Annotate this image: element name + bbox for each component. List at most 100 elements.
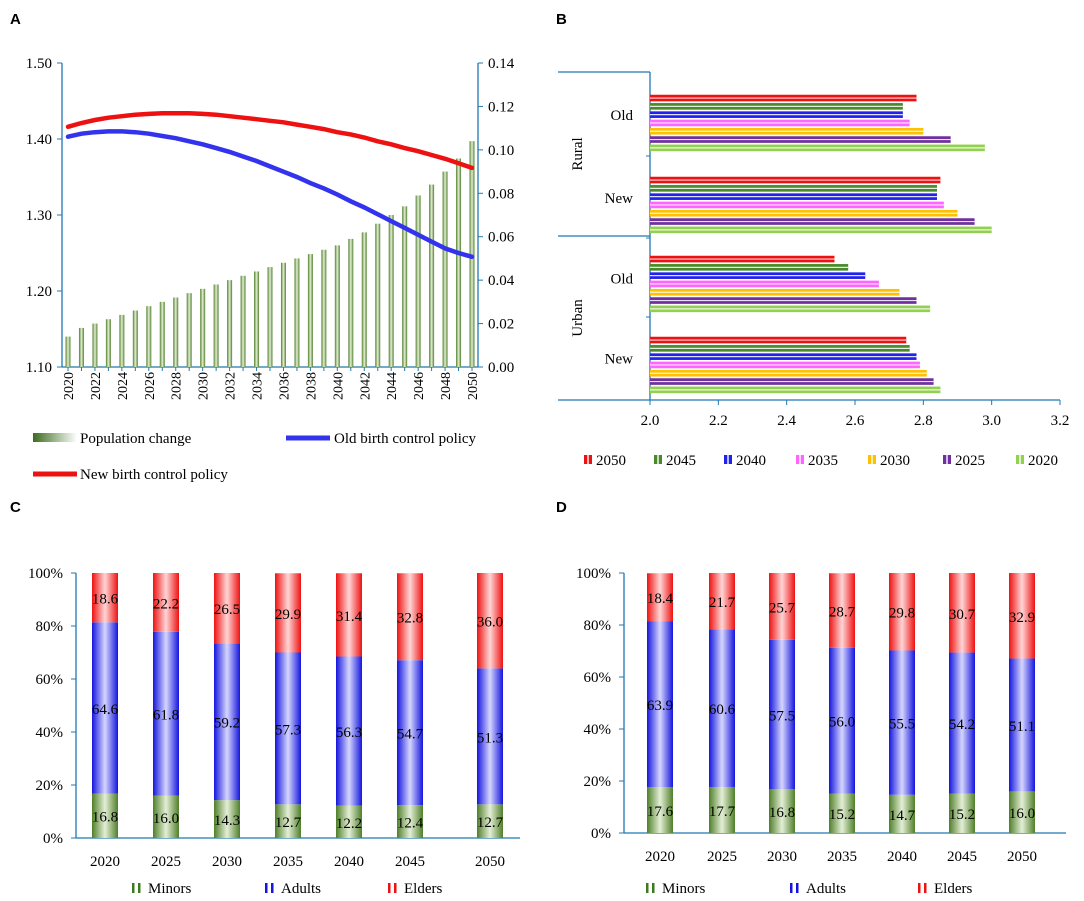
y-tick-label: 60% xyxy=(584,670,612,686)
data-label: 54.7 xyxy=(397,727,424,743)
x-tick-label: 2.2 xyxy=(709,413,728,429)
x-tick-label: 2028 xyxy=(170,372,185,400)
population-change-bar xyxy=(429,184,435,367)
x-tick-label: 2020 xyxy=(645,849,675,865)
population-change-bar xyxy=(334,245,340,367)
x-tick-label: 2044 xyxy=(385,372,400,400)
data-label: 29.8 xyxy=(889,606,915,622)
legend-label: Elders xyxy=(404,881,442,897)
population-change-bar xyxy=(375,223,381,367)
data-label: 16.8 xyxy=(92,810,118,826)
y-tick-label: 40% xyxy=(584,722,612,738)
right-tick-label: 0.14 xyxy=(488,56,515,72)
x-tick-label: 2045 xyxy=(947,849,977,865)
panel-label-d: D xyxy=(556,499,567,516)
stacked-bar-segment xyxy=(153,795,179,838)
legend-label-new-policy: New birth control policy xyxy=(80,467,228,483)
legend-label: 2025 xyxy=(955,453,985,469)
x-tick-label: 2035 xyxy=(273,854,303,870)
x-tick-label: 2038 xyxy=(304,372,319,400)
legend-swatch xyxy=(796,883,799,893)
legend-label: 2045 xyxy=(666,453,696,469)
x-tick-label: 2030 xyxy=(212,854,242,870)
legend-swatch xyxy=(918,883,921,893)
left-tick-label: 1.20 xyxy=(26,284,52,300)
data-label: 61.8 xyxy=(153,708,179,724)
legend-swatch xyxy=(388,883,391,893)
legend-swatch xyxy=(138,883,141,893)
x-tick-label: 2050 xyxy=(466,372,481,400)
y-tick-label: 40% xyxy=(36,725,64,741)
x-tick-label: 2020 xyxy=(62,372,77,400)
legend-swatch xyxy=(790,883,793,893)
data-label: 15.2 xyxy=(949,807,975,823)
legend-swatch xyxy=(132,883,135,893)
x-tick-label: 2050 xyxy=(475,854,505,870)
x-tick-label: 2040 xyxy=(334,854,364,870)
x-tick-label: 2022 xyxy=(89,372,104,400)
x-tick-label: 2025 xyxy=(151,854,181,870)
stacked-bar-segment xyxy=(829,573,855,648)
y-tick-label: 60% xyxy=(36,672,64,688)
right-tick-label: 0.08 xyxy=(488,186,514,202)
right-tick-label: 0.12 xyxy=(488,99,514,115)
stacked-bar-segment xyxy=(336,805,362,838)
population-change-bar xyxy=(294,258,300,367)
population-change-bar xyxy=(92,323,98,367)
population-change-bar xyxy=(240,275,246,367)
right-tick-label: 0.02 xyxy=(488,317,514,333)
x-tick-label: 2030 xyxy=(767,849,797,865)
stacked-bar-segment xyxy=(889,650,915,795)
stacked-bar-segment xyxy=(1009,573,1035,659)
data-label: 17.7 xyxy=(709,804,736,820)
data-label: 16.0 xyxy=(153,811,179,827)
data-label: 57.5 xyxy=(769,709,795,725)
population-change-bar xyxy=(442,171,448,367)
right-tick-label: 0.10 xyxy=(488,143,514,159)
left-tick-label: 1.40 xyxy=(26,132,52,148)
data-label: 12.2 xyxy=(336,816,362,832)
stacked-bar-segment xyxy=(336,656,362,806)
legend-label: Elders xyxy=(934,881,972,897)
stacked-bar-segment xyxy=(92,622,118,794)
population-change-bar xyxy=(186,293,192,367)
population-change-bar xyxy=(348,238,354,367)
legend-label: 2035 xyxy=(808,453,838,469)
panel-label-a: A xyxy=(10,11,21,28)
legend-swatch xyxy=(924,883,927,893)
stacked-bar-segment xyxy=(92,573,118,623)
data-label: 60.6 xyxy=(709,702,736,718)
legend-swatch-population-change xyxy=(33,433,77,442)
data-label: 18.4 xyxy=(647,591,674,607)
legend-label: 2050 xyxy=(596,453,626,469)
population-change-bar xyxy=(213,284,219,367)
stacked-bar-segment xyxy=(709,786,735,833)
chart-b-household-size: 2.0 2.2 2.4 2.6 2.8 3.0 3.2 Old New Old New Rural Ur… xyxy=(558,71,1069,469)
data-label: 56.3 xyxy=(336,725,362,741)
stacked-bar-segment xyxy=(769,573,795,640)
stacked-bar-segment xyxy=(709,629,735,787)
population-change-bar xyxy=(388,215,394,367)
data-label: 32.8 xyxy=(397,611,423,627)
population-change-bar xyxy=(415,195,421,367)
population-change-bar xyxy=(105,319,111,367)
stacked-bar-segment xyxy=(1009,658,1035,792)
legend-label: 2030 xyxy=(880,453,910,469)
legend-label: Adults xyxy=(281,881,321,897)
legend-label: 2020 xyxy=(1028,453,1058,469)
data-label: 64.6 xyxy=(92,702,119,718)
stacked-bar-segment xyxy=(275,652,301,805)
right-tick-label: 0.06 xyxy=(488,230,515,246)
x-tick-label: 2032 xyxy=(224,372,239,400)
data-label: 16.8 xyxy=(769,805,795,821)
data-label: 21.7 xyxy=(709,595,736,611)
right-tick-label: 0.04 xyxy=(488,273,515,289)
population-change-bar xyxy=(402,206,408,367)
data-label: 54.2 xyxy=(949,717,975,733)
x-tick-label: 2.6 xyxy=(846,413,865,429)
y-tick-label: 100% xyxy=(576,566,611,582)
inner-group-label: Old xyxy=(611,108,634,124)
chart-d-age-structure-new-policy: 0% 20% 40% 60% 80% 100% 17.6 63.9 18.4 2020 17.7 60… xyxy=(576,566,1066,897)
legend-label: Adults xyxy=(806,881,846,897)
x-tick-label: 2030 xyxy=(197,372,212,400)
